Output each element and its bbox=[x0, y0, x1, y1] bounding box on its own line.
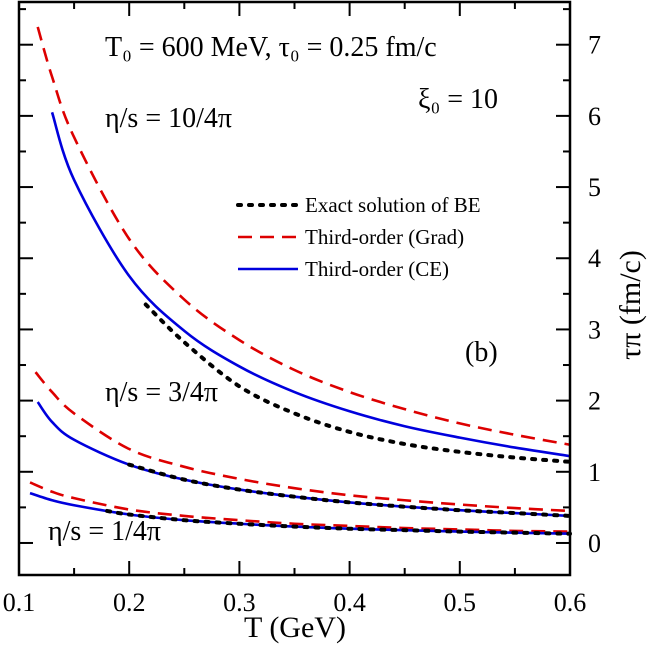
x-tick-label: 0.3 bbox=[223, 588, 256, 617]
legend-label: Exact solution of BE bbox=[305, 193, 481, 217]
y-tick-label: 5 bbox=[588, 173, 601, 202]
y-tick-label: 3 bbox=[588, 315, 601, 344]
series-s-1-4-solid bbox=[29, 491, 571, 536]
eta-10-label: η/s = 10/4π bbox=[105, 103, 232, 134]
series-s-3-4-dotted bbox=[127, 462, 572, 518]
y-axis-label-right: τπ (fm/c) bbox=[614, 250, 647, 360]
y-axis: 0 1 2 3 4 5 6 7 bbox=[19, 8, 601, 558]
series-s-10-4-dashed bbox=[36, 26, 571, 447]
xi-annotation: ξ₀ = 10 bbox=[418, 84, 498, 115]
legend: Exact solution of BE Third-order (Grad) Th… bbox=[236, 193, 481, 281]
header-annotation: T₀ = 600 MeV, τ₀ = 0.25 fm/c bbox=[105, 32, 437, 63]
y-tick-label: 1 bbox=[588, 458, 601, 487]
x-tick-label: 0.6 bbox=[554, 588, 587, 617]
legend-label: Third-order (CE) bbox=[305, 257, 449, 281]
series-s-1-4-dashed bbox=[29, 481, 571, 533]
series-s-10-4-solid bbox=[50, 111, 571, 458]
x-axis: 0.1 0.2 0.3 0.4 0.5 0.6 bbox=[3, 2, 587, 617]
series-s-3-4-dashed bbox=[34, 371, 571, 513]
legend-label: Third-order (Grad) bbox=[305, 225, 464, 249]
panel-label: (b) bbox=[465, 337, 498, 368]
y-tick-label: 6 bbox=[588, 102, 601, 131]
y-tick-label: 2 bbox=[588, 387, 601, 416]
eta-1-label: η/s = 1/4π bbox=[48, 516, 161, 547]
y-tick-label: 0 bbox=[588, 529, 601, 558]
x-tick-label: 0.5 bbox=[444, 588, 477, 617]
series-s-10-4-dotted bbox=[143, 302, 572, 464]
series-s-1-4-dotted bbox=[105, 508, 572, 536]
x-tick-label: 0.2 bbox=[113, 588, 146, 617]
x-axis-label: T (GeV) bbox=[244, 611, 346, 644]
y-tick-label: 7 bbox=[588, 31, 601, 60]
curves-layer bbox=[29, 26, 572, 536]
eta-3-label: η/s = 3/4π bbox=[105, 377, 218, 408]
x-tick-label: 0.1 bbox=[3, 588, 36, 617]
y-tick-label: 4 bbox=[588, 244, 601, 273]
x-tick-label: 0.4 bbox=[333, 588, 366, 617]
